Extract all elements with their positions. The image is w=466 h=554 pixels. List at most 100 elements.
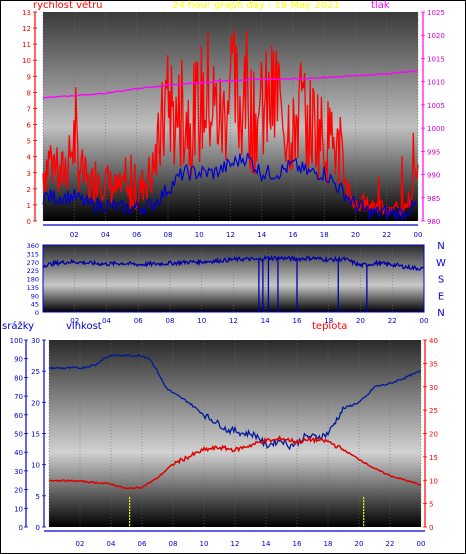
rain-label: srážky bbox=[2, 321, 35, 332]
wind-y-tick: 8 bbox=[27, 89, 31, 97]
x-tick-label: 04 bbox=[101, 231, 110, 239]
temperature-y-tick: 10 bbox=[429, 477, 438, 485]
wind-y-tick: 7 bbox=[27, 105, 31, 113]
direction-y-tick: 360 bbox=[27, 242, 39, 250]
rain-y-tick: 0 bbox=[19, 524, 23, 532]
humidity-y-tick: 0 bbox=[36, 524, 40, 532]
x-tick-label: 18 bbox=[324, 317, 333, 325]
x-tick-label: 16 bbox=[293, 317, 302, 325]
x-tick-label: 20 bbox=[355, 540, 364, 548]
x-tick-label: 10 bbox=[200, 540, 209, 548]
direction-y-tick: 225 bbox=[27, 267, 39, 275]
temperature-y-tick: 40 bbox=[429, 337, 438, 345]
temperature-label: teplota bbox=[312, 321, 348, 332]
wind-average-line bbox=[42, 152, 417, 221]
x-tick-label: 08 bbox=[169, 540, 178, 548]
x-tick-label: 20 bbox=[351, 231, 360, 239]
x-tick-label: 12 bbox=[229, 317, 238, 325]
temperature-y-tick: 25 bbox=[429, 407, 438, 415]
direction-y-tick: 315 bbox=[27, 250, 39, 258]
pressure-y-tick: 995 bbox=[427, 148, 440, 156]
x-tick-label: 08 bbox=[164, 231, 173, 239]
humidity-y-tick: 5 bbox=[36, 493, 40, 501]
x-tick-label: 00 bbox=[414, 231, 423, 239]
wind-y-tick: 4 bbox=[27, 154, 32, 162]
wind-y-tick: 3 bbox=[27, 170, 31, 178]
x-tick-label: 08 bbox=[166, 317, 175, 325]
direction-y-tick: 180 bbox=[27, 276, 39, 284]
compass-label: S bbox=[438, 275, 444, 286]
x-tick-label: 04 bbox=[102, 317, 111, 325]
rain-y-tick: 60 bbox=[14, 412, 23, 420]
direction-y-tick: 90 bbox=[31, 292, 39, 300]
x-tick-label: 22 bbox=[388, 317, 397, 325]
temperature-y-tick: 20 bbox=[429, 431, 438, 439]
wind-y-tick: 11 bbox=[22, 41, 31, 49]
rain-y-tick: 30 bbox=[14, 468, 23, 476]
wind-y-tick: 12 bbox=[22, 25, 31, 33]
wind-y-tick: 10 bbox=[22, 57, 31, 65]
rain-y-tick: 10 bbox=[14, 505, 23, 513]
x-tick-label: 16 bbox=[293, 540, 302, 548]
x-tick-label: 00 bbox=[417, 540, 426, 548]
x-tick-label: 06 bbox=[132, 231, 141, 239]
x-tick-label: 06 bbox=[138, 540, 147, 548]
pressure-y-tick: 980 bbox=[427, 218, 440, 226]
wind-y-tick: 6 bbox=[27, 122, 32, 130]
x-tick-label: 14 bbox=[261, 317, 270, 325]
x-tick-label: 12 bbox=[231, 540, 240, 548]
x-tick-label: 16 bbox=[289, 231, 298, 239]
humidity-y-tick: 15 bbox=[31, 431, 40, 439]
direction-plot-border bbox=[42, 244, 425, 313]
temperature-y-tick: 5 bbox=[429, 501, 433, 509]
x-tick-label: 06 bbox=[134, 317, 143, 325]
x-tick-label: 02 bbox=[70, 231, 79, 239]
pressure-y-tick: 1010 bbox=[427, 79, 445, 87]
pressure-line bbox=[42, 70, 418, 99]
wind-y-tick: 1 bbox=[27, 202, 31, 210]
pressure-label: tlak bbox=[371, 0, 390, 11]
wind-y-tick: 13 bbox=[22, 9, 31, 17]
rain-y-tick: 80 bbox=[14, 374, 23, 382]
humidity-y-tick: 10 bbox=[31, 462, 40, 470]
rain-y-tick: 50 bbox=[14, 431, 23, 439]
rain-y-tick: 20 bbox=[14, 487, 23, 495]
chart-title: 24 hour graph day : 19 May 2021 bbox=[172, 0, 340, 11]
rain-y-tick: 40 bbox=[14, 449, 23, 457]
compass-label: N bbox=[437, 241, 444, 252]
temperature-y-tick: 35 bbox=[429, 360, 438, 368]
pressure-y-tick: 1020 bbox=[427, 32, 445, 40]
temperature-y-tick: 15 bbox=[429, 454, 438, 462]
humidity-label: vlhkost bbox=[66, 321, 102, 332]
pressure-y-tick: 1025 bbox=[427, 9, 445, 17]
x-tick-label: 10 bbox=[195, 231, 204, 239]
x-tick-label: 04 bbox=[107, 540, 116, 548]
wind-y-tick: 2 bbox=[27, 186, 31, 194]
pressure-y-tick: 985 bbox=[427, 195, 440, 203]
x-tick-label: 02 bbox=[70, 317, 79, 325]
x-tick-label: 20 bbox=[356, 317, 365, 325]
x-tick-label: 14 bbox=[262, 540, 271, 548]
pressure-y-tick: 1000 bbox=[427, 125, 445, 133]
temperature-y-tick: 0 bbox=[429, 524, 433, 532]
x-tick-label: 12 bbox=[226, 231, 235, 239]
wind-speed-label: rychlost větru bbox=[33, 0, 103, 11]
rain-y-tick: 70 bbox=[14, 393, 23, 401]
wind-y-tick: 5 bbox=[27, 138, 31, 146]
humidity-y-tick: 20 bbox=[31, 399, 40, 407]
direction-y-tick: 45 bbox=[31, 301, 39, 309]
temperature-line bbox=[48, 434, 422, 490]
rain-y-tick: 90 bbox=[14, 356, 23, 364]
x-tick-label: 14 bbox=[257, 231, 266, 239]
compass-label: N bbox=[437, 308, 444, 319]
x-tick-label: 18 bbox=[320, 231, 329, 239]
wind-direction-line bbox=[42, 254, 425, 272]
wind-y-tick: 9 bbox=[27, 73, 31, 81]
rain-y-tick: 100 bbox=[10, 337, 23, 345]
x-tick-label: 00 bbox=[420, 317, 429, 325]
direction-y-tick: 270 bbox=[27, 259, 39, 267]
direction-y-tick: 135 bbox=[27, 284, 39, 292]
x-tick-label: 02 bbox=[76, 540, 85, 548]
humidity-y-tick: 25 bbox=[31, 368, 40, 376]
